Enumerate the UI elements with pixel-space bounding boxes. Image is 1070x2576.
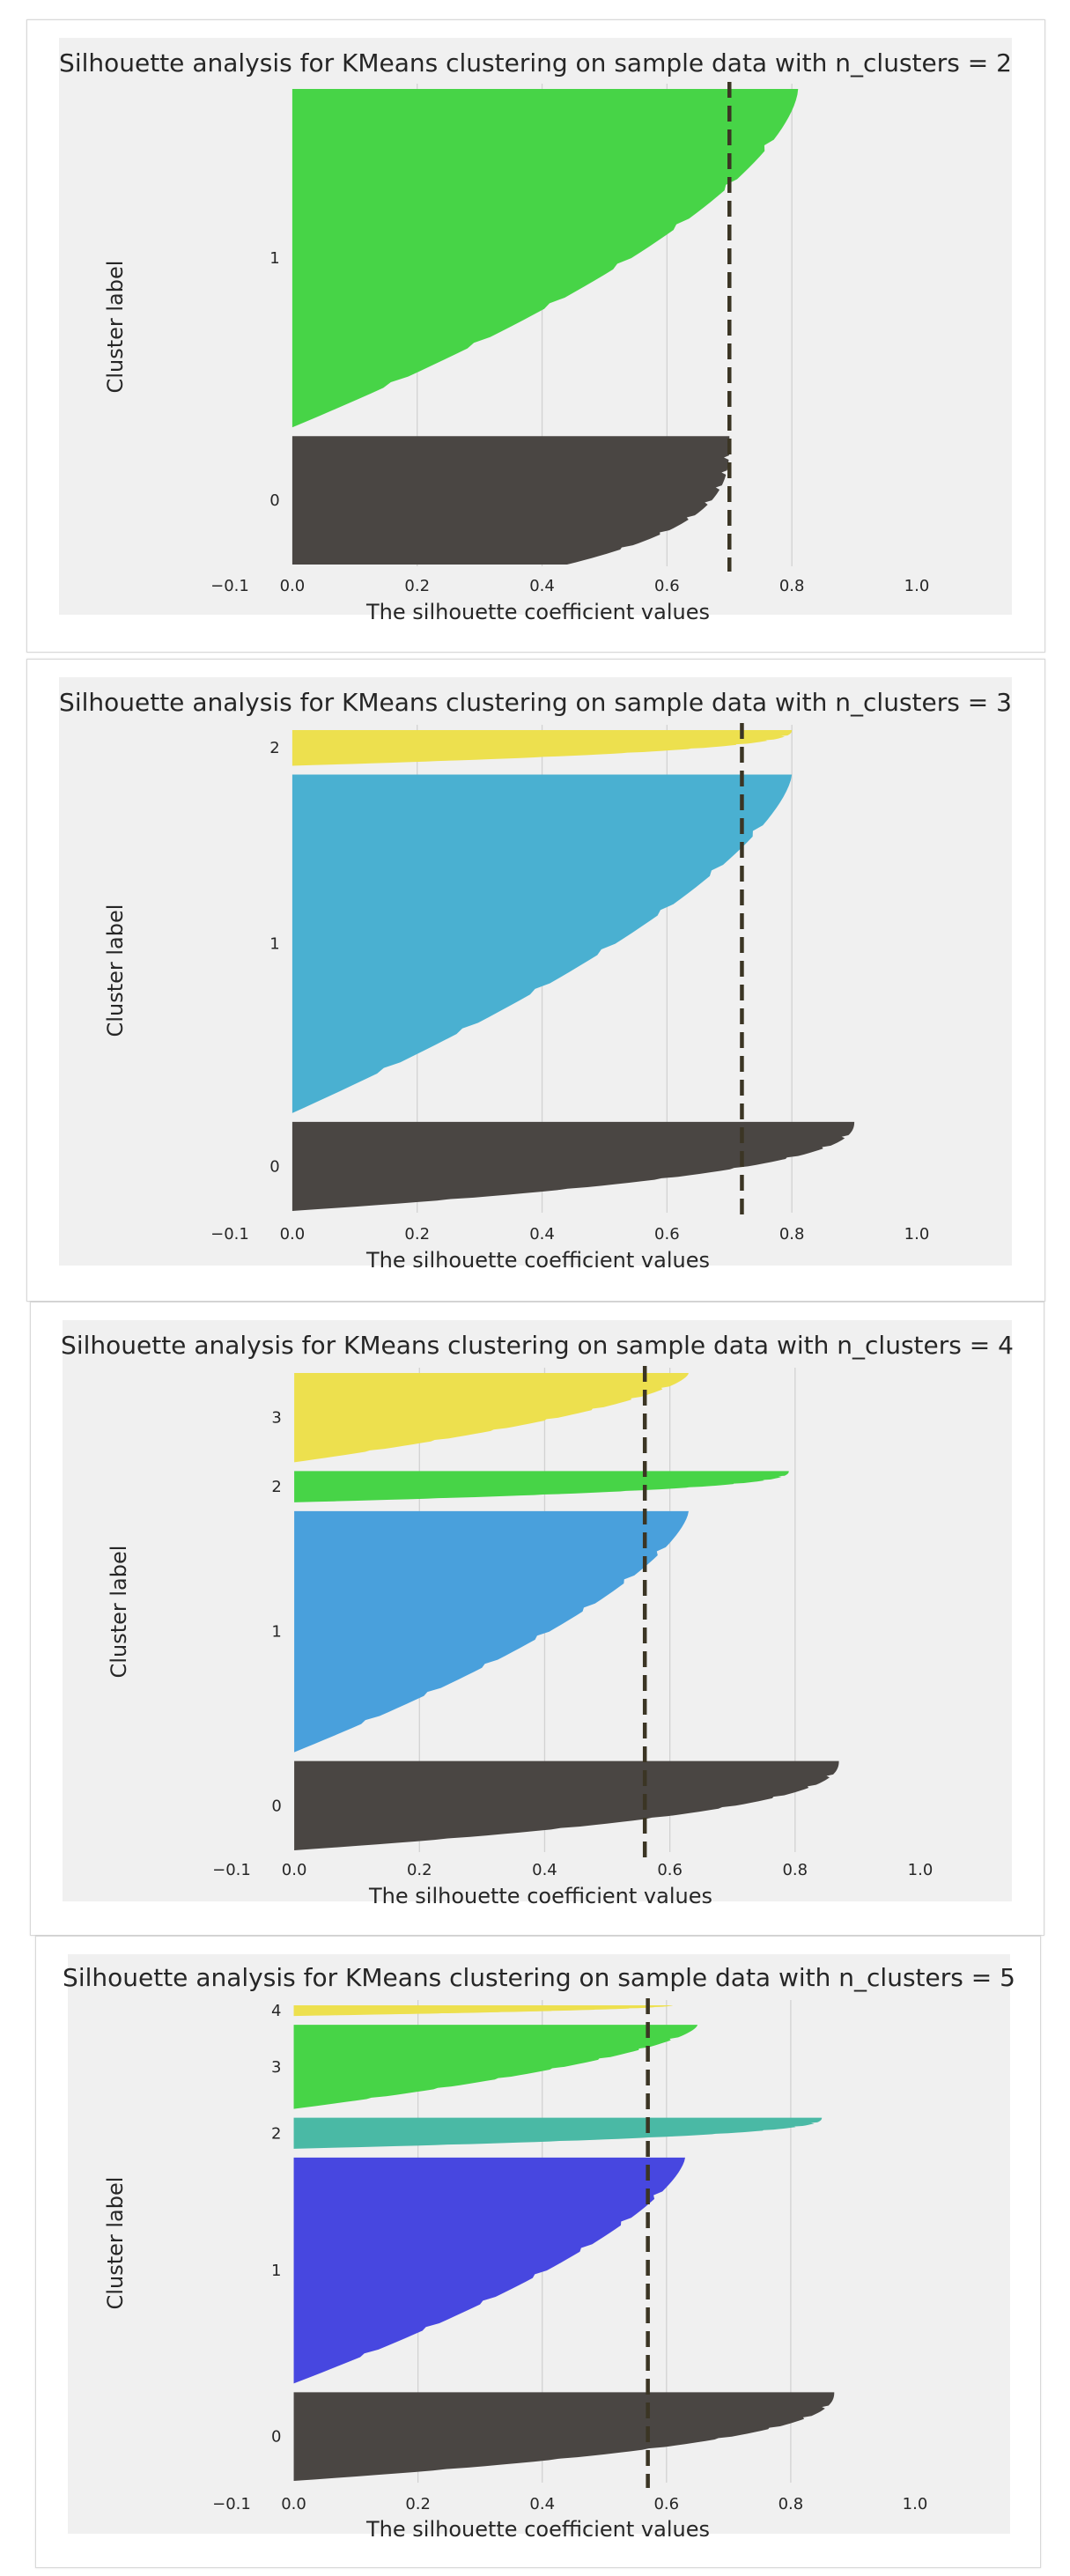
y-axis-label: Cluster label [103,261,128,394]
cluster-3-silhouette [294,1373,689,1463]
cluster-0-silhouette [293,2392,835,2481]
cluster-0-silhouette [291,1121,855,1211]
x-tick-label: −0.1 [212,2495,251,2513]
cluster-1-silhouette [291,89,799,428]
x-axis-label: The silhouette coefficient values [368,1884,712,1908]
x-tick-label: 0.2 [404,577,430,595]
silhouette-chart-n3: 0 1 2 −0.1 0.0 0.2 0.4 0.6 0.8 1.0 Silhouette anal… [59,677,1012,1273]
y-axis-label: Cluster label [103,2177,128,2310]
cluster-label-0: 0 [269,491,279,510]
cluster-label-1: 1 [271,2262,281,2280]
x-tick-label: 0.6 [654,1225,680,1244]
x-tick-label: 0.0 [281,2495,306,2513]
x-tick-label: 0.0 [280,1225,306,1244]
cluster-0-silhouette [294,1760,839,1850]
x-tick-label: 0.4 [529,1225,555,1244]
cluster-2-silhouette [294,1471,789,1502]
chart-title: Silhouette analysis for KMeans clusterin… [59,688,1012,717]
x-tick-label: 0.8 [779,577,805,595]
cluster-3-silhouette [293,2025,698,2109]
cluster-label-2: 2 [271,2124,281,2143]
cluster-label-2: 2 [269,739,279,757]
chart-panel-n3: 0 1 2 −0.1 0.0 0.2 0.4 0.6 0.8 1.0 Silhouette anal… [26,659,1045,1302]
x-tick-label: 0.0 [282,1861,307,1879]
x-axis-label: The silhouette coefficient values [365,1248,710,1273]
x-tick-label: 0.8 [779,2495,804,2513]
x-axis-label: The silhouette coefficient values [365,600,710,624]
chart-panel-n4: 0 1 2 3 −0.1 0.0 0.2 0.4 0.6 0.8 1.0 Silhouette ana… [30,1302,1044,1936]
chart-title: Silhouette analysis for KMeans clusterin… [59,48,1012,78]
silhouette-chart-n5: 0 1 2 3 4 −0.1 0.0 0.2 0.4 0.6 0.8 1.0 Silhouette an… [63,1954,1015,2542]
cluster-label-0: 0 [269,1157,279,1176]
chart-panel-n2: 0 1 −0.1 0.0 0.2 0.4 0.6 0.8 1.0 Silhouette analy… [26,19,1045,653]
chart-panel-n5: 0 1 2 3 4 −0.1 0.0 0.2 0.4 0.6 0.8 1.0 Silhouette an… [35,1936,1041,2568]
x-tick-label: 0.6 [653,2495,679,2513]
cluster-1-silhouette [294,1510,689,1753]
cluster-4-silhouette [293,2005,673,2017]
silhouette-chart-n2: 0 1 −0.1 0.0 0.2 0.4 0.6 0.8 1.0 Silhouette analy… [59,38,1012,624]
cluster-0-silhouette [291,436,730,565]
cluster-label-1: 1 [269,249,279,268]
x-tick-label: 0.6 [657,1861,683,1879]
x-tick-label: 1.0 [908,1861,933,1879]
x-tick-label: 0.6 [654,577,680,595]
cluster-label-1: 1 [271,1623,281,1642]
cluster-label-0: 0 [271,1797,281,1815]
x-axis-label: The silhouette coefficient values [365,2517,710,2542]
y-axis-label: Cluster label [103,904,128,1037]
y-axis-label: Cluster label [107,1546,131,1679]
cluster-label-2: 2 [271,1478,281,1496]
x-tick-label: 1.0 [904,577,930,595]
x-tick-label: −0.1 [212,1861,251,1879]
cluster-1-silhouette [293,2157,685,2384]
x-tick-label: 0.2 [404,1225,430,1244]
x-tick-label: 1.0 [903,2495,928,2513]
cluster-2-silhouette [293,2117,823,2149]
cluster-label-4: 4 [271,2002,281,2020]
cluster-label-0: 0 [271,2428,281,2447]
chart-title: Silhouette analysis for KMeans clusterin… [63,1963,1015,1992]
x-tick-label: 0.2 [405,2495,431,2513]
x-tick-label: 0.4 [529,577,555,595]
x-tick-label: 1.0 [904,1225,930,1244]
cluster-label-3: 3 [271,2058,281,2077]
cluster-label-3: 3 [271,1409,281,1428]
cluster-2-silhouette [291,730,793,766]
x-tick-label: 0.8 [782,1861,808,1879]
x-tick-label: −0.1 [210,1225,249,1244]
x-tick-label: 0.8 [779,1225,805,1244]
x-tick-label: 0.0 [280,577,306,595]
silhouette-chart-n4: 0 1 2 3 −0.1 0.0 0.2 0.4 0.6 0.8 1.0 Silhouette ana… [61,1320,1014,1908]
chart-title: Silhouette analysis for KMeans clusterin… [61,1331,1014,1360]
cluster-1-silhouette [291,774,793,1113]
x-tick-label: −0.1 [210,577,249,595]
x-tick-label: 0.4 [532,1861,557,1879]
cluster-label-1: 1 [269,935,279,954]
x-tick-label: 0.4 [529,2495,555,2513]
x-tick-label: 0.2 [407,1861,432,1879]
